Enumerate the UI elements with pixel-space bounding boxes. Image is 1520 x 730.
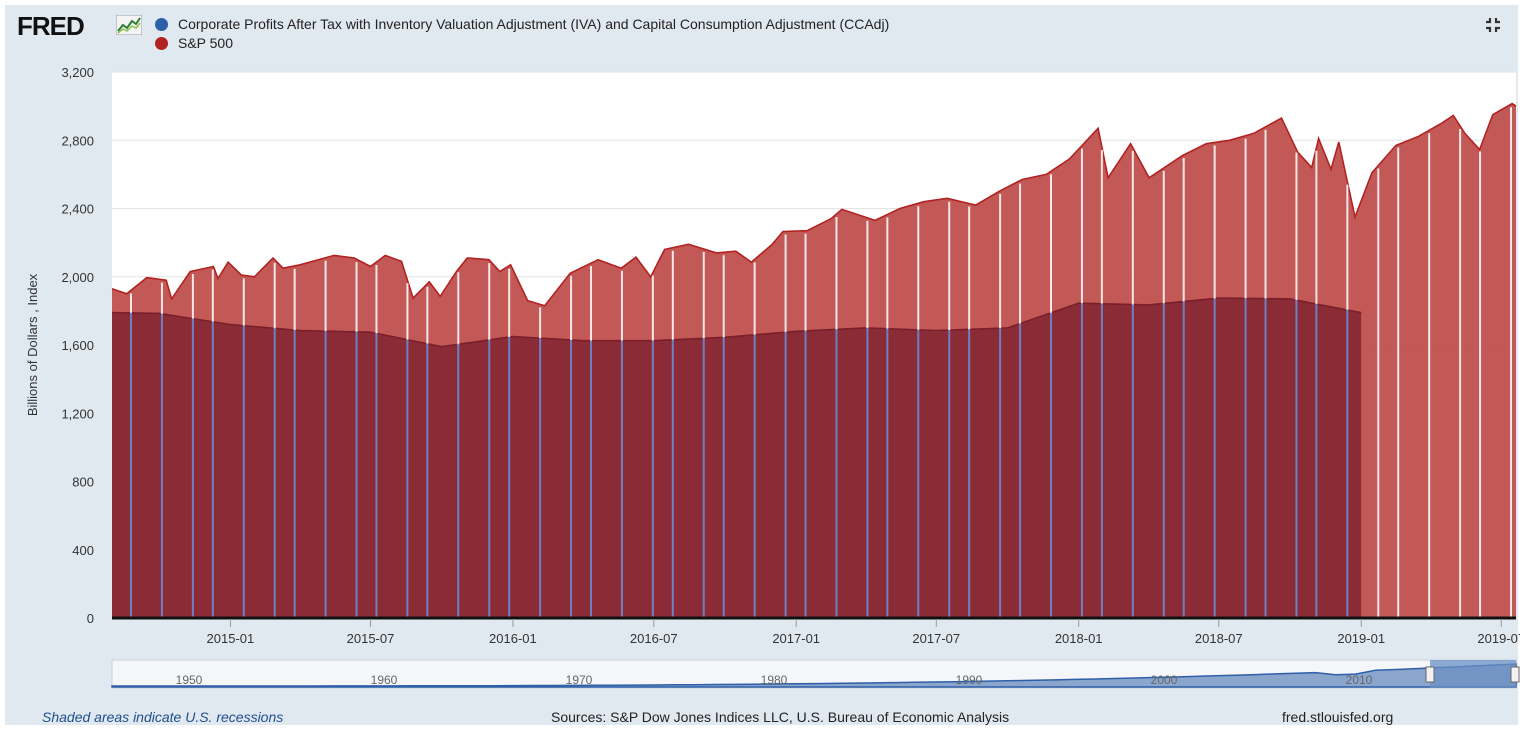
x-tick-label: 2019-07 — [1477, 631, 1520, 646]
y-tick-label: 400 — [72, 543, 94, 558]
legend-label: S&P 500 — [178, 35, 234, 51]
navigator-label: 1950 — [176, 673, 203, 687]
navigator-label: 1960 — [371, 673, 398, 687]
legend-dot — [155, 18, 168, 31]
time-navigator[interactable]: 1950 1960 1970 1980 1990 2000 2010 — [111, 659, 1520, 689]
navigator-label: 1980 — [761, 673, 788, 687]
fred-logo[interactable]: FRED — [17, 11, 147, 41]
x-tick-label: 2017-01 — [772, 631, 820, 646]
sp500-line — [111, 102, 1517, 307]
y-tick-label: 800 — [72, 475, 94, 490]
x-tick-label: 2018-07 — [1195, 631, 1243, 646]
navigator-left-handle[interactable] — [1425, 666, 1435, 683]
x-tick-label: 2016-01 — [489, 631, 537, 646]
site-link[interactable]: fred.stlouisfed.org — [1282, 709, 1394, 725]
sources-text: Sources: S&P Dow Jones Indices LLC, U.S.… — [551, 709, 1010, 725]
navigator-labels: 1950 1960 1970 1980 1990 2000 2010 — [176, 673, 1373, 687]
y-tick-label: 3,200 — [61, 65, 94, 80]
x-tick-label: 2015-01 — [207, 631, 255, 646]
legend-label: Corporate Profits After Tax with Invento… — [178, 16, 890, 32]
legend-dot — [155, 37, 168, 50]
y-tick-label: 2,000 — [61, 270, 94, 285]
logo-graph-icon — [116, 15, 142, 35]
navigator-right-handle[interactable] — [1510, 666, 1520, 683]
corporate-profits-area — [112, 298, 1362, 618]
logo-text: FRED — [17, 11, 85, 41]
x-tick-label: 2018-01 — [1055, 631, 1103, 646]
y-tick-label: 0 — [87, 611, 94, 626]
y-tick-label: 1,200 — [61, 406, 94, 421]
navigator-series — [111, 663, 1517, 688]
gap-lines — [130, 107, 1512, 617]
corporate-profits-line — [111, 297, 1362, 348]
x-tick-label: 2019-01 — [1337, 631, 1385, 646]
y-tick-label: 2,400 — [61, 202, 94, 217]
x-tick-label: 2015-07 — [347, 631, 395, 646]
y-axis-title: Billions of Dollars , Index — [25, 273, 40, 416]
navigator-label: 1970 — [566, 673, 593, 687]
navigator-label: 2000 — [1151, 673, 1178, 687]
navigator-label: 1990 — [956, 673, 983, 687]
navigator-label: 2010 — [1346, 673, 1373, 687]
x-tick-label: 2016-07 — [630, 631, 678, 646]
navigator-selection[interactable] — [1430, 660, 1516, 688]
collapse-icon[interactable] — [1483, 15, 1503, 35]
y-tick-labels: 0 400 800 1,200 1,600 2,000 2,400 2,800 3,200 — [61, 65, 94, 626]
y-tick-label: 2,800 — [61, 133, 94, 148]
x-tick-labels: 2015-01 2015-07 2016-01 2016-07 2017-01 2017-… — [207, 619, 1520, 646]
recession-note[interactable]: Shaded areas indicate U.S. recessions — [42, 709, 284, 725]
x-tick-label: 2017-07 — [912, 631, 960, 646]
y-tick-label: 1,600 — [61, 338, 94, 353]
series-areas — [111, 102, 1517, 619]
